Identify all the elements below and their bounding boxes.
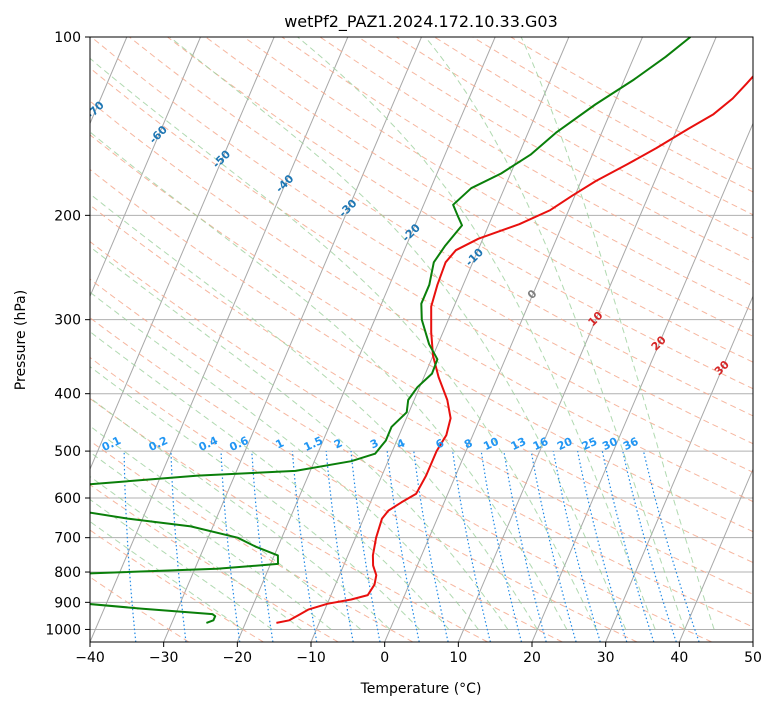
y-tick-label: 300 [54, 313, 81, 329]
y-tick-label: 200 [54, 208, 81, 224]
x-tick-label: 10 [449, 650, 467, 666]
x-tick-label: −20 [223, 650, 253, 666]
y-tick-label: 900 [54, 595, 81, 611]
y-tick-label: 100 [54, 30, 81, 46]
y-tick-label: 500 [54, 444, 81, 460]
y-tick-label: 1000 [45, 622, 81, 638]
x-tick-label: 30 [597, 650, 615, 666]
y-tick-label: 800 [54, 565, 81, 581]
x-tick-label: −30 [149, 650, 179, 666]
x-axis-label: Temperature (°C) [360, 681, 482, 697]
x-tick-label: −10 [296, 650, 326, 666]
chart-title: wetPf2_PAZ1.2024.172.10.33.G03 [284, 12, 558, 32]
x-tick-label: 0 [380, 650, 389, 666]
y-tick-label: 600 [54, 491, 81, 507]
x-tick-label: 50 [744, 650, 762, 666]
y-axis-label: Pressure (hPa) [13, 290, 29, 390]
y-tick-label: 400 [54, 387, 81, 403]
x-tick-label: 20 [523, 650, 541, 666]
y-tick-label: 700 [54, 531, 81, 547]
x-tick-label: −40 [75, 650, 105, 666]
x-tick-label: 40 [670, 650, 688, 666]
